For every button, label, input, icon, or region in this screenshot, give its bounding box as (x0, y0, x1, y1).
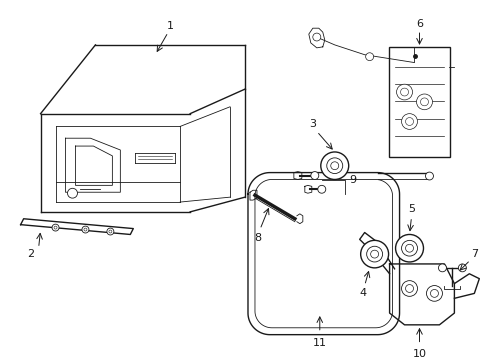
Circle shape (429, 289, 438, 297)
Circle shape (420, 98, 427, 106)
FancyBboxPatch shape (388, 47, 449, 157)
Circle shape (396, 84, 412, 100)
Circle shape (320, 152, 348, 180)
Text: 10: 10 (412, 349, 426, 359)
Circle shape (330, 162, 338, 170)
Circle shape (82, 226, 89, 233)
Circle shape (310, 172, 318, 180)
Circle shape (67, 188, 77, 198)
Circle shape (395, 234, 423, 262)
Circle shape (405, 284, 413, 292)
Circle shape (317, 185, 325, 193)
Circle shape (405, 118, 413, 125)
Text: 6: 6 (415, 19, 422, 29)
Circle shape (360, 240, 388, 268)
Circle shape (84, 228, 87, 231)
Text: 2: 2 (27, 249, 34, 259)
Circle shape (109, 230, 112, 233)
Circle shape (426, 285, 442, 301)
Circle shape (366, 246, 382, 262)
Circle shape (400, 88, 407, 96)
Circle shape (365, 53, 373, 60)
Circle shape (370, 250, 378, 258)
Text: 4: 4 (358, 288, 366, 298)
Text: 1: 1 (166, 21, 173, 31)
Circle shape (416, 94, 431, 110)
Circle shape (405, 244, 413, 252)
Text: 11: 11 (312, 338, 326, 347)
Circle shape (401, 281, 417, 296)
Circle shape (326, 158, 342, 174)
Circle shape (425, 172, 432, 180)
Text: 3: 3 (309, 120, 316, 130)
Circle shape (52, 224, 59, 231)
Circle shape (401, 114, 417, 129)
Text: 7: 7 (470, 249, 477, 259)
Circle shape (312, 33, 320, 41)
Circle shape (54, 226, 57, 229)
Circle shape (107, 228, 114, 235)
Text: 9: 9 (349, 175, 356, 185)
Text: 8: 8 (254, 233, 261, 243)
Circle shape (438, 264, 446, 272)
Text: 5: 5 (407, 204, 414, 214)
Polygon shape (389, 264, 453, 325)
Circle shape (457, 264, 466, 272)
Circle shape (401, 240, 417, 256)
